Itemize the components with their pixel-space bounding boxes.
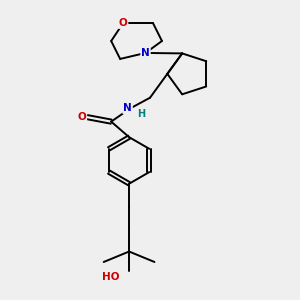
Text: N: N <box>123 103 132 113</box>
Text: H: H <box>137 109 145 118</box>
Text: N: N <box>141 48 150 58</box>
Text: HO: HO <box>102 272 120 282</box>
Text: O: O <box>119 18 128 28</box>
Text: O: O <box>77 112 86 122</box>
